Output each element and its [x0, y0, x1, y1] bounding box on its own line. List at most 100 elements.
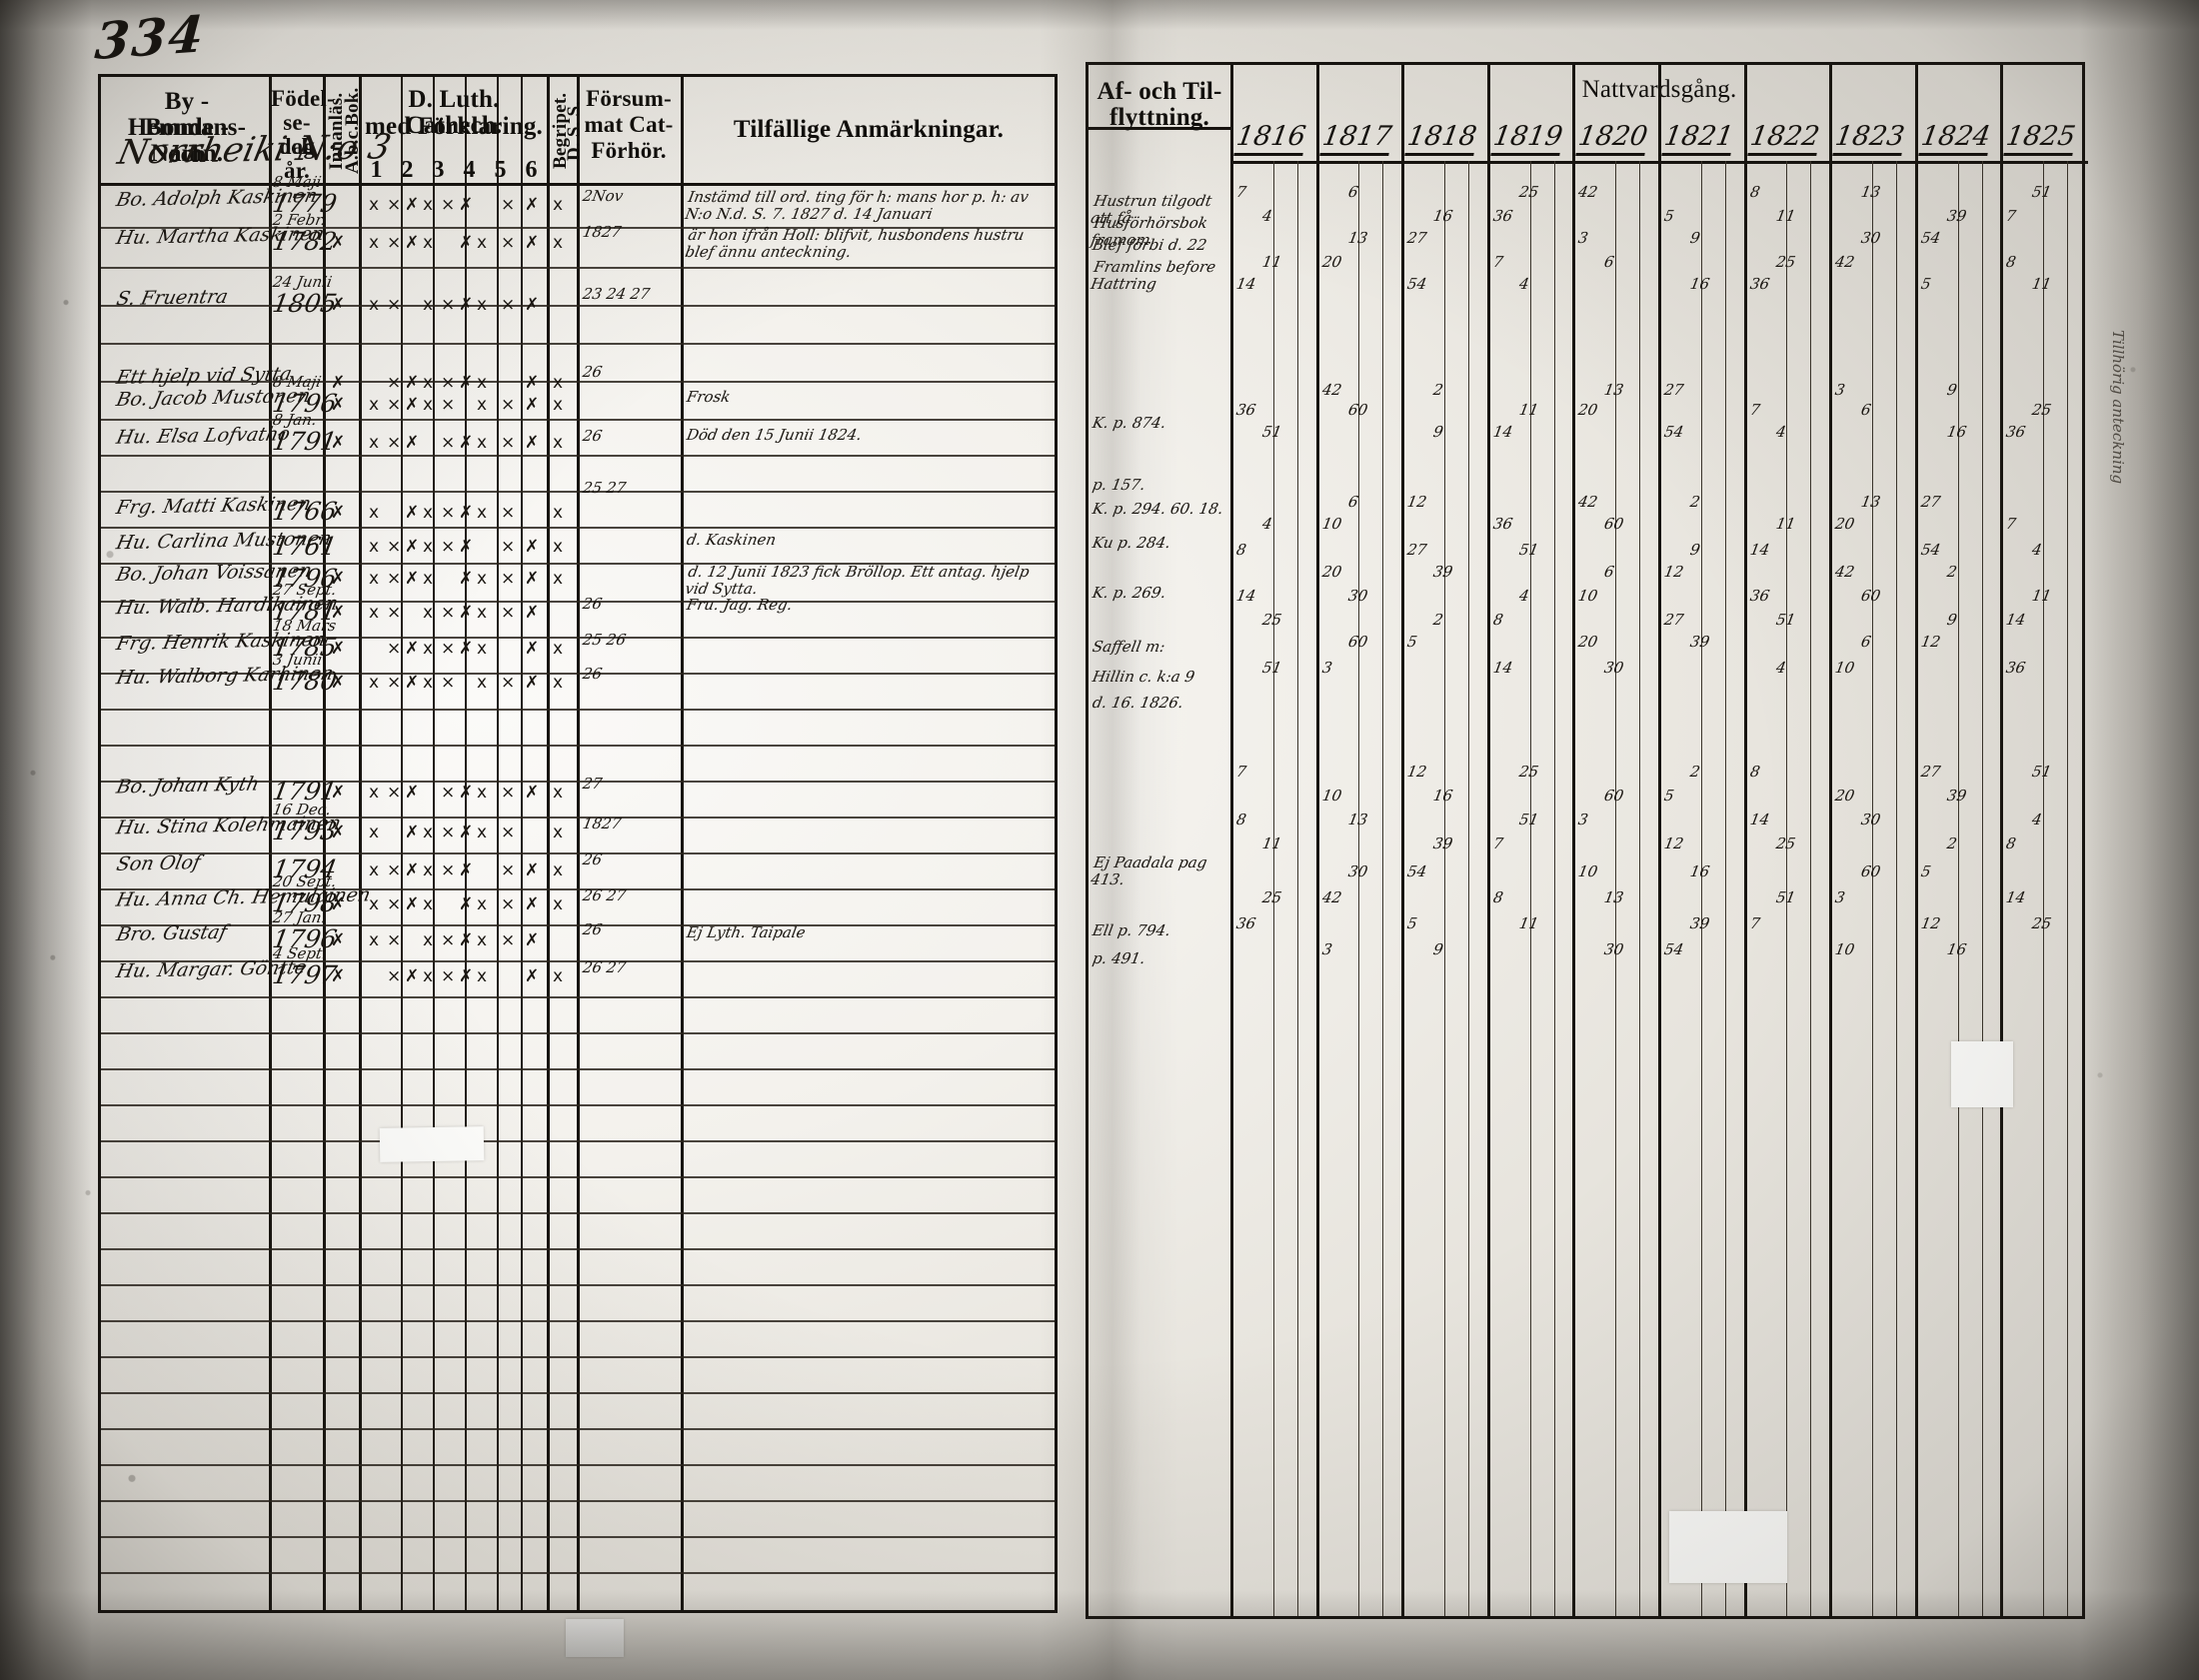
row-line [101, 267, 1055, 269]
row-line [101, 1464, 1055, 1466]
row-line [101, 227, 1055, 229]
communion-tally: 9 [1945, 381, 1959, 399]
year-divider-1817 [1315, 65, 1319, 1616]
row-line [101, 1104, 1055, 1106]
entry-remarks-5: Död den 15 Junii 1824. [685, 426, 864, 444]
communion-tally: 12 [1919, 914, 1942, 932]
communion-tally: 5 [1662, 207, 1676, 225]
catech-tick: × [387, 783, 402, 803]
communion-tally: 10 [1576, 587, 1600, 605]
row-line [101, 1500, 1055, 1502]
communion-tally: 36 [1491, 515, 1514, 533]
row-line [101, 491, 1055, 493]
catech-number-1: 1 [370, 157, 383, 183]
catech-tick: x [369, 537, 380, 557]
catech-tick: × [501, 395, 516, 415]
row-line [101, 852, 1055, 854]
communion-tally: 42 [1576, 493, 1600, 511]
catech-tick: ✗ [525, 569, 540, 589]
header-forsummat-line3: Förhör. [591, 138, 667, 163]
col-divider-cat1 [401, 77, 403, 1610]
row-line [101, 709, 1055, 711]
catech-tick: × [387, 195, 402, 215]
entry-birth-year-6: 1766 [270, 497, 340, 526]
year-divider-1821 [1658, 65, 1661, 1616]
catech-number-2: 2 [401, 157, 414, 183]
year-label-1817: 1817 [1318, 121, 1394, 156]
forsummat-note-4: 26 [581, 427, 604, 445]
communion-tally: 54 [1662, 940, 1685, 958]
catech-tick: × [387, 673, 402, 693]
communion-tally: 14 [1748, 811, 1771, 829]
year-subdivider2-1818 [1467, 161, 1469, 1616]
communion-tally: 10 [1833, 940, 1856, 958]
year-divider-1825 [2000, 65, 2004, 1616]
row-line [101, 1140, 1055, 1142]
communion-tally: 4 [1517, 275, 1531, 293]
migration-header-rule [1089, 127, 1230, 130]
catech-tick: × [387, 295, 402, 315]
catech-tick: × [501, 569, 516, 589]
catech-tick: x [423, 295, 434, 315]
year-subdivider2-1822 [1810, 161, 1812, 1616]
communion-tally: 39 [1431, 835, 1454, 852]
catech-tick: ✗ [459, 195, 474, 215]
header-birth-line3: och år. [279, 134, 315, 184]
year-subdivider2-1816 [1296, 161, 1298, 1616]
catech-tick: ✗ [459, 860, 474, 880]
catech-tick: ✗ [525, 673, 540, 693]
communion-tally: 27 [1662, 611, 1685, 629]
catech-tick: x [369, 783, 380, 803]
communion-tally: 12 [1662, 835, 1685, 852]
catech-tick: ✗ [459, 823, 474, 842]
communion-tally: 6 [1602, 253, 1616, 271]
communion-tally: 6 [1602, 563, 1616, 581]
catech-tick: ✗ [459, 233, 474, 253]
catech-tick: × [501, 860, 516, 880]
catech-tick: × [441, 783, 456, 803]
communion-tally: 8 [1491, 611, 1505, 629]
catech-number-5: 5 [494, 157, 507, 183]
year-subdivider-1824 [1957, 161, 1959, 1616]
communion-tally: 13 [1602, 381, 1626, 399]
year-subdivider2-1824 [1981, 161, 1983, 1616]
catech-tick: x [477, 569, 488, 589]
year-subdivider-1819 [1529, 161, 1531, 1616]
catech-tick: ✗ [331, 894, 346, 914]
catech-tick: ✗ [331, 966, 346, 986]
catech-tick: × [441, 433, 456, 453]
communion-tally: 6 [1859, 633, 1873, 651]
communion-tally: 39 [1431, 563, 1454, 581]
catech-tick: × [501, 195, 516, 215]
communion-tally: 30 [1346, 862, 1369, 880]
catech-tick: ✗ [331, 569, 346, 589]
catech-tick: × [387, 373, 402, 393]
row-line [101, 673, 1055, 675]
catech-tick: ✗ [459, 433, 474, 453]
communion-tally: 9 [1688, 229, 1702, 247]
year-subdivider-1816 [1272, 161, 1274, 1616]
communion-tally: 30 [1859, 229, 1882, 247]
communion-tally: 25 [1517, 763, 1540, 781]
entry-remarks-4: Frosk [685, 388, 733, 406]
catech-tick: ✗ [459, 569, 474, 589]
catech-tick: ✗ [459, 966, 474, 986]
communion-tally: 36 [1491, 207, 1514, 225]
catech-tick: x [369, 295, 380, 315]
header-names-line2: Bonde - Namn. [144, 114, 230, 168]
entry-birth-note-13: 16 Dec. [271, 801, 333, 819]
catech-tick: x [423, 673, 434, 693]
migration-note-3: Framlins before Hattring [1090, 258, 1217, 293]
catech-tick: ✗ [405, 673, 420, 693]
communion-tally: 7 [2004, 207, 2018, 225]
communion-tally: 51 [1517, 811, 1540, 829]
catech-tick: x [553, 823, 564, 842]
catech-tick: x [369, 930, 380, 950]
communion-tally: 4 [1260, 515, 1274, 533]
catech-tick: ✗ [331, 783, 346, 803]
communion-tally: 14 [1491, 423, 1514, 441]
catech-tick: x [423, 373, 434, 393]
catech-tick: x [553, 966, 564, 986]
communion-tally: 16 [1688, 275, 1711, 293]
communion-tally: 51 [2030, 183, 2054, 201]
